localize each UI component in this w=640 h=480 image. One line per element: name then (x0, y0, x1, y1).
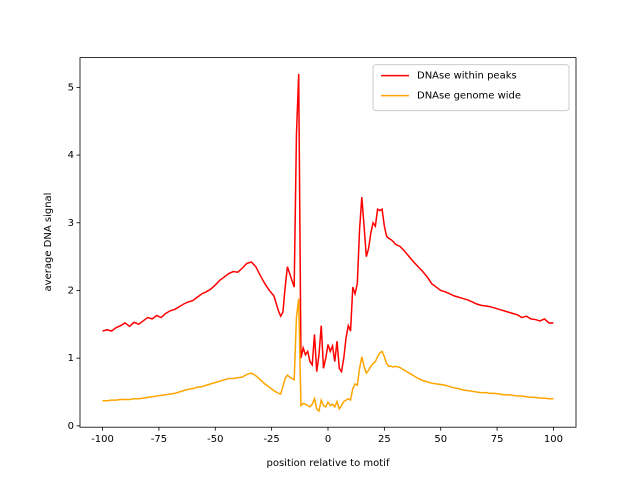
y-axis-label: average DNA signal (43, 193, 54, 292)
x-tick-label: 75 (491, 434, 504, 445)
y-tick-label: 2 (68, 285, 74, 296)
x-axis-label: position relative to motif (267, 458, 390, 469)
legend-box (372, 64, 570, 112)
x-tick-label: 25 (378, 434, 391, 445)
x-tick-label: 0 (325, 434, 331, 445)
data-line (102, 298, 554, 413)
legend-label: DNAse within peaks (417, 71, 517, 82)
data-line (102, 73, 554, 374)
x-tick-label: -75 (151, 434, 167, 445)
x-tick-label: 100 (544, 434, 563, 445)
y-tick-label: 5 (68, 82, 74, 93)
y-tick-label: 4 (68, 150, 74, 161)
y-tick-label: 0 (68, 421, 74, 432)
x-tick-label: -50 (207, 434, 223, 445)
x-tick-label: 50 (434, 434, 447, 445)
y-tick-label: 1 (68, 353, 74, 364)
x-tick-label: -100 (91, 434, 114, 445)
y-tick-label: 3 (68, 218, 74, 229)
legend: DNAse within peaks DNAse genome wide (372, 64, 570, 112)
x-tick-label: -25 (263, 434, 279, 445)
legend-label: DNAse genome wide (417, 91, 521, 102)
